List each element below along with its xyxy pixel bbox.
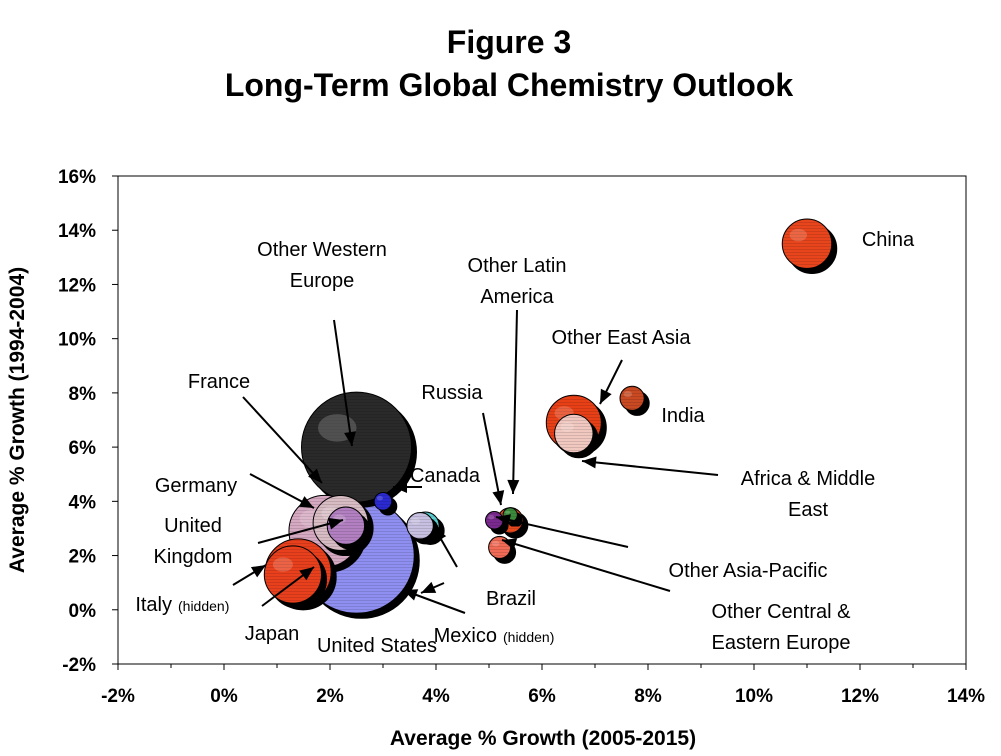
label-canada: Canada — [410, 465, 481, 487]
label-brazil: Brazil — [486, 588, 536, 610]
x-tick-label: -2% — [101, 686, 135, 707]
annotation-arrow — [242, 396, 323, 484]
annotation-arrow — [393, 481, 422, 493]
bubble-italy — [263, 545, 322, 604]
label-italy: Italy — [135, 594, 172, 616]
x-tick-label: 4% — [422, 686, 450, 707]
bubble-other-western-europe — [301, 391, 412, 503]
x-tick-label: 2% — [316, 686, 344, 707]
x-tick-label: 6% — [528, 686, 556, 707]
annotation-arrow — [257, 517, 344, 544]
label-other-east-asia: Other East Asia — [552, 327, 692, 349]
annotation-arrow — [333, 319, 356, 447]
label-other-western: Other Western — [257, 239, 387, 261]
y-tick-label: 0% — [69, 601, 97, 622]
annotation-arrows — [232, 309, 719, 614]
label-other-central: Other Central & — [712, 601, 852, 623]
label-russia: Russia — [421, 382, 483, 404]
annotation-arrow — [599, 359, 623, 405]
x-tick-label: 8% — [634, 686, 662, 707]
chart-subtitle: Long-Term Global Chemistry Outlook — [225, 67, 794, 103]
annotation-arrow — [420, 581, 445, 594]
y-tick-label: -2% — [62, 655, 96, 676]
label-note: (hidden) — [178, 598, 229, 614]
annotation-arrow — [507, 309, 520, 495]
label-other-latin-line2: America — [480, 286, 554, 308]
y-tick-label: 10% — [58, 330, 96, 351]
label-other-asia-pacific: Other Asia-Pacific — [669, 560, 828, 582]
y-tick-label: 4% — [69, 492, 97, 513]
annotation-arrow — [232, 564, 267, 586]
annotation-arrow — [433, 526, 458, 568]
bubble-china — [781, 218, 833, 270]
y-tick-label: 14% — [58, 221, 96, 242]
chart-title: Figure 3 — [447, 24, 571, 60]
label-united: United — [164, 515, 222, 537]
annotation-labels: Other Western Europe France Germany United Ki… — [135, 229, 915, 657]
label-japan: Japan — [245, 623, 300, 645]
plot-area — [117, 175, 967, 665]
label-india: India — [661, 405, 705, 427]
annotation-arrow — [249, 473, 315, 509]
label-note: (hidden) — [503, 629, 554, 645]
label-other-latin: Other Latin — [468, 255, 567, 277]
label-mexico: Mexico — [434, 625, 497, 647]
bubble-canada — [373, 492, 393, 511]
label-other-western-line2: Europe — [290, 270, 355, 292]
y-tick-label: 12% — [58, 275, 96, 296]
label-other-central-line2: Eastern Europe — [712, 632, 851, 654]
bubble-india — [619, 385, 645, 411]
bubble-mexico — [406, 512, 434, 540]
x-tick-label: 14% — [947, 686, 985, 707]
annotation-arrow — [482, 412, 505, 506]
axis-ticks: -2% 0% 2% 4% 6% 8% 10% 12% 14% -2% 0% 2% 4% 6% 8% 10% 12… — [58, 167, 985, 707]
annotation-arrow — [581, 456, 719, 476]
y-tick-label: 16% — [58, 167, 96, 188]
annotation-arrow — [501, 538, 671, 592]
bubble-united-kingdom — [326, 506, 366, 545]
label-africa-middle-line2: East — [788, 499, 828, 521]
x-tick-label: 10% — [735, 686, 773, 707]
x-tick-label: 0% — [210, 686, 238, 707]
y-axis-label: Average % Growth (1994-2004) — [6, 267, 29, 573]
label-china: China — [862, 229, 915, 251]
label-united-states: United States — [317, 635, 437, 657]
annotation-arrow — [261, 566, 315, 607]
label-france: France — [188, 371, 250, 393]
annotation-arrow — [495, 514, 629, 548]
bubble-russia — [485, 511, 504, 530]
bubble-africa-middle-east — [554, 413, 594, 454]
y-tick-label: 6% — [69, 438, 97, 459]
label-africa-middle: Africa & Middle — [741, 468, 876, 490]
label-united-line2: Kingdom — [154, 546, 233, 568]
y-tick-label: 8% — [69, 384, 97, 405]
annotation-arrow — [402, 589, 466, 614]
x-axis-label: Average % Growth (2005-2015) — [390, 727, 696, 750]
y-tick-label: 2% — [69, 547, 97, 568]
label-germany: Germany — [155, 475, 237, 497]
x-tick-label: 12% — [841, 686, 879, 707]
